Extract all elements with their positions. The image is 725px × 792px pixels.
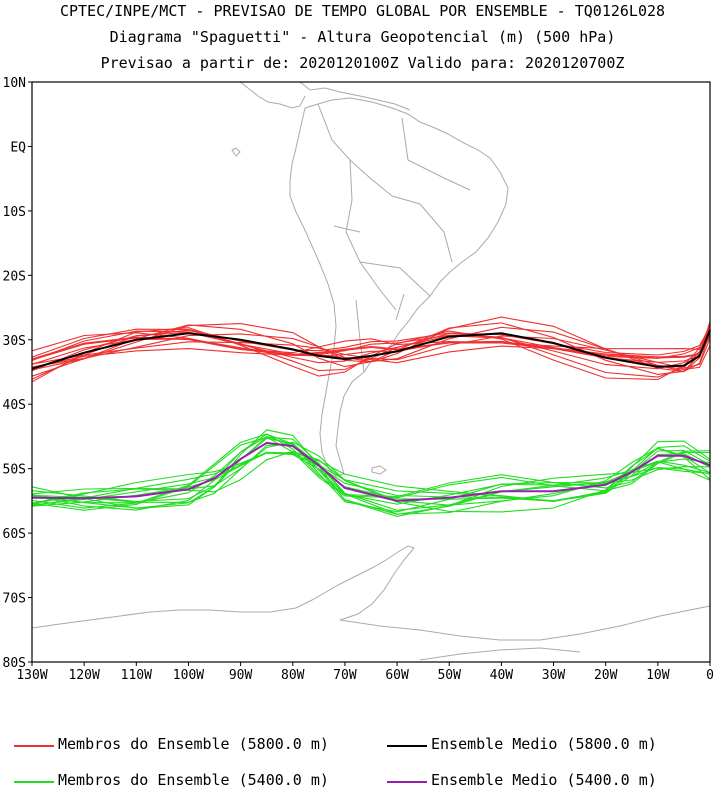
ensemble-mean-line	[31, 329, 711, 370]
antarctica-coast-2	[419, 647, 581, 661]
legend-line-black-mean	[387, 745, 427, 747]
coastlines	[31, 81, 711, 661]
galapagos	[231, 147, 241, 157]
y-tick-label: 10N	[3, 76, 26, 91]
member-line	[31, 433, 711, 513]
x-tick-label: 50W	[437, 668, 461, 683]
x-tick-label: 0	[706, 668, 714, 683]
x-tick-label: 70W	[333, 668, 357, 683]
y-tick-label: EQ	[10, 140, 26, 155]
x-tick-label: 120W	[68, 668, 99, 683]
member-line	[31, 436, 711, 511]
legend-label-black-mean: Ensemble Medio (5800.0 m)	[431, 735, 657, 753]
member-line	[31, 321, 711, 377]
title-line-1: CPTEC/INPE/MCT - PREVISAO DE TEMPO GLOBA…	[59, 2, 666, 20]
y-tick-label: 60S	[3, 527, 26, 542]
y-tick-label: 30S	[3, 334, 26, 349]
ensemble-means	[31, 329, 711, 502]
caribbean-coast	[299, 81, 411, 111]
ensemble-mean-line	[31, 441, 711, 502]
x-axis: 130W 120W 110W 100W 90W 80W 70W 60W 50W 40W 30W 20W…	[16, 662, 714, 683]
member-line	[31, 316, 711, 373]
south-america-coast	[289, 97, 509, 477]
central-america-coast	[239, 81, 306, 109]
legend-label-red-members: Membros do Ensemble (5800.0 m)	[58, 735, 329, 753]
x-tick-label: 40W	[490, 668, 514, 683]
antarctic-peninsula	[295, 545, 415, 621]
title-line-3: Previsao a partir de: 2020120100Z Valido…	[100, 54, 625, 72]
y-tick-label: 80S	[3, 656, 26, 671]
ensemble-members	[31, 316, 711, 517]
x-tick-label: 20W	[594, 668, 618, 683]
x-tick-label: 60W	[385, 668, 409, 683]
member-line	[31, 328, 711, 362]
legend-line-purple-mean	[387, 781, 427, 783]
member-line	[31, 335, 711, 365]
legend-line-red-members	[14, 745, 54, 747]
x-tick-label: 10W	[646, 668, 670, 683]
member-line	[31, 335, 711, 369]
y-tick-label: 50S	[3, 463, 26, 478]
member-line	[31, 332, 711, 354]
y-axis: 10N EQ 10S 20S 30S 40S 50S 60S 70S 80S	[3, 76, 32, 671]
x-tick-label: 30W	[542, 668, 566, 683]
falkland-islands	[371, 465, 387, 475]
legend-line-green-members	[14, 781, 54, 783]
y-tick-label: 10S	[3, 205, 26, 220]
member-line	[31, 329, 711, 372]
legend-label-purple-mean: Ensemble Medio (5400.0 m)	[431, 771, 657, 789]
member-line	[31, 440, 711, 505]
x-tick-label: 100W	[173, 668, 204, 683]
x-tick-label: 80W	[281, 668, 305, 683]
y-tick-label: 40S	[3, 398, 26, 413]
legend-label-green-members: Membros do Ensemble (5400.0 m)	[58, 771, 329, 789]
y-tick-label: 20S	[3, 269, 26, 284]
member-line	[31, 436, 710, 511]
title-line-2: Diagrama "Spaguetti" - Altura Geopotenci…	[109, 28, 616, 46]
x-tick-label: 130W	[16, 668, 47, 683]
plot-frame	[31, 81, 711, 663]
x-tick-label: 110W	[121, 668, 152, 683]
x-tick-label: 90W	[229, 668, 253, 683]
antarctica-coast	[31, 605, 711, 641]
y-tick-label: 70S	[3, 592, 26, 607]
